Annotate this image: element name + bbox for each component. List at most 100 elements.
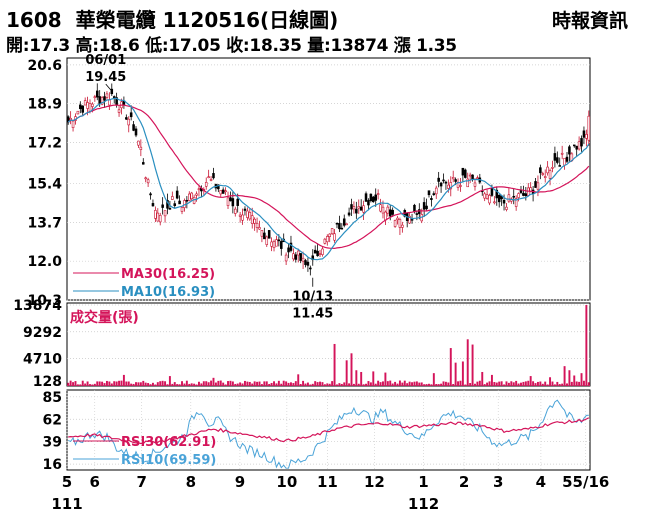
candle-body	[427, 190, 431, 196]
volume-bar	[101, 381, 104, 386]
candle-body	[464, 169, 467, 178]
ma30-line	[67, 104, 590, 250]
price-tick-label: 10.3	[27, 293, 62, 309]
candle-body	[536, 182, 540, 190]
volume-bar	[340, 383, 343, 386]
candle-body	[224, 190, 227, 193]
month-tick-label: 6	[90, 473, 100, 491]
candle-body	[367, 200, 370, 206]
price-tick-label: 13.7	[27, 215, 62, 231]
volume-bar	[151, 382, 154, 386]
year-tick-label: 111	[51, 495, 82, 513]
volume-bar	[297, 374, 300, 386]
candle-body	[563, 157, 566, 166]
volume-bar	[285, 381, 288, 386]
candle-body	[333, 233, 336, 241]
volume-bar	[219, 380, 222, 386]
volume-bar	[582, 380, 585, 386]
volume-bar	[476, 381, 479, 386]
volume-bar	[415, 381, 418, 386]
month-tick-label: 3	[493, 473, 503, 491]
candle-body	[434, 187, 438, 195]
candle-body	[381, 206, 385, 214]
month-tick-label: 7	[136, 473, 146, 491]
volume-bar	[236, 383, 239, 386]
volume-bar	[437, 384, 440, 386]
volume-bar	[541, 383, 544, 386]
volume-bar	[214, 382, 217, 386]
volume-bar	[423, 384, 426, 386]
volume-bar	[469, 383, 472, 386]
volume-bar	[331, 381, 334, 386]
volume-bar	[573, 375, 576, 386]
candle-body	[217, 184, 220, 190]
volume-bar	[161, 380, 164, 386]
volume-bar	[350, 353, 353, 386]
candle-body	[255, 223, 259, 228]
candle-body	[355, 208, 358, 214]
volume-bar	[532, 381, 535, 386]
volume-bar	[355, 370, 358, 386]
volume-bar	[164, 381, 167, 386]
volume-bar	[563, 366, 566, 386]
candle-body	[546, 166, 549, 174]
volume-bar	[444, 381, 447, 386]
volume-tick-label: 128	[33, 374, 62, 390]
volume-bar	[294, 381, 297, 386]
volume-bar	[302, 380, 305, 386]
volume-bar	[246, 381, 249, 386]
candle-body	[180, 207, 184, 212]
volume-bar	[512, 382, 515, 386]
volume-bar	[132, 383, 135, 386]
candle-body	[551, 167, 554, 169]
volume-bar	[357, 383, 360, 386]
volume-bar	[176, 384, 179, 386]
candle-body	[156, 212, 160, 222]
candle-body	[71, 120, 75, 128]
volume-bar	[365, 383, 367, 386]
volume-bar	[474, 383, 476, 386]
volume-bar	[316, 382, 319, 386]
volume-bar	[125, 381, 128, 386]
high-annotation-pointer	[105, 83, 113, 92]
candle-body	[301, 257, 305, 262]
volume-bar	[270, 382, 273, 386]
volume-bar	[566, 383, 568, 386]
candle-body	[502, 199, 506, 204]
volume-bar	[103, 383, 106, 386]
candle-body	[146, 179, 150, 184]
candle-body	[345, 223, 348, 226]
volume-bar	[507, 382, 510, 386]
volume-bar	[195, 384, 198, 386]
candle-body	[221, 189, 225, 194]
candle-body	[340, 227, 344, 230]
candle-body	[422, 202, 426, 210]
candle-body	[350, 204, 353, 210]
volume-bar	[495, 382, 498, 386]
volume-bar	[459, 380, 462, 386]
rsi-tick-label: 16	[43, 457, 62, 473]
candle-body	[125, 117, 128, 120]
volume-bar	[268, 383, 271, 386]
candle-body	[522, 192, 525, 196]
volume-bar	[229, 380, 232, 386]
volume-bar	[287, 382, 290, 386]
volume-bar	[159, 381, 162, 386]
candle-body	[292, 253, 295, 260]
candle-body	[342, 218, 346, 226]
volume-bar	[464, 384, 467, 386]
volume-bar	[503, 384, 506, 386]
volume-bar	[411, 382, 414, 386]
candle-body	[168, 207, 172, 210]
volume-bar	[461, 361, 464, 386]
candle-body	[548, 170, 552, 179]
volume-bar	[207, 382, 210, 386]
candle-body	[66, 116, 70, 123]
high-value-annotation: 19.45	[85, 70, 126, 85]
rsi-tick-label: 39	[43, 435, 62, 451]
candle-body	[541, 173, 545, 175]
volume-bar	[457, 381, 460, 386]
volume-bar	[113, 381, 116, 386]
month-tick-label: 10	[276, 473, 297, 491]
volume-bar	[178, 384, 181, 386]
